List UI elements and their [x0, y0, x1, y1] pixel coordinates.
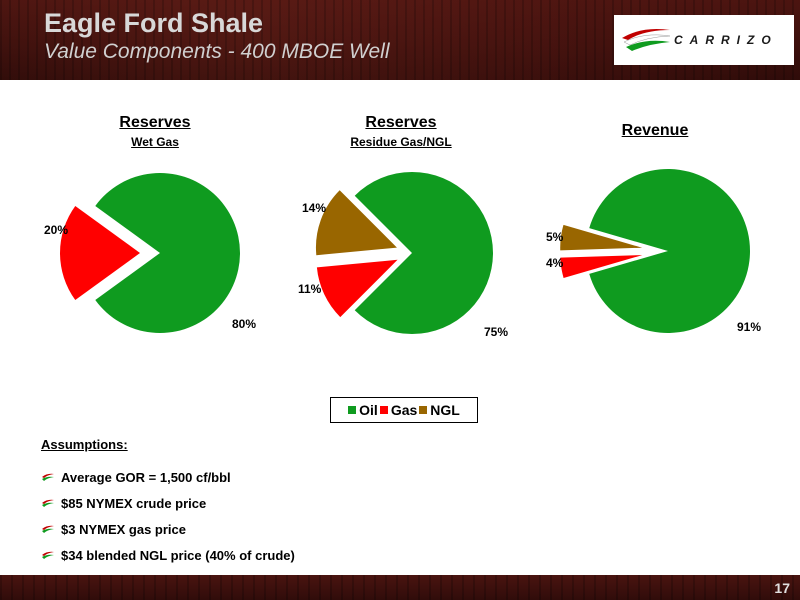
pie3-slice-oil: [589, 168, 750, 333]
slide-title: Eagle Ford Shale: [44, 8, 264, 38]
legend-item-ngl: NGL: [419, 402, 460, 418]
assumption-item: Average GOR = 1,500 cf/bbl: [41, 464, 295, 490]
pie1-label-oil: 80%: [232, 317, 256, 331]
assumption-text: $3 NYMEX gas price: [61, 521, 186, 537]
carrizo-bullet-icon: [42, 499, 54, 507]
pie3-slice-gas: [560, 255, 643, 278]
legend-swatch-ngl: [419, 406, 428, 414]
pie3-label-gas: 4%: [546, 256, 564, 270]
legend-swatch-oil: [348, 406, 357, 414]
logo-text: CARRIZO: [674, 33, 778, 47]
carrizo-logo: CARRIZO: [614, 15, 794, 65]
assumptions-heading: Assumptions:: [41, 437, 128, 452]
chart2-subtitle: Residue Gas/NGL: [350, 135, 452, 149]
assumption-text: $34 blended NGL price (40% of crude): [61, 547, 295, 563]
page-number: 17: [774, 580, 790, 596]
footer-texture: [0, 575, 800, 600]
chart1-title: Reserves: [119, 114, 191, 131]
legend-label-gas: Gas: [390, 402, 418, 418]
assumption-text: $85 NYMEX crude price: [61, 495, 207, 511]
pie2-slice-gas: [316, 259, 398, 318]
pie1-label-gas: 20%: [44, 223, 68, 237]
legend-swatch-gas: [379, 406, 388, 414]
carrizo-bullet-icon: [42, 551, 54, 559]
chart2-title: Reserves: [365, 114, 437, 131]
pie2-slice-oil: [354, 171, 494, 334]
slide-subtitle: Value Components - 400 MBOE Well: [44, 40, 390, 63]
pie2-label-gas: 11%: [298, 282, 322, 296]
logo-swoosh-icon: [622, 29, 671, 51]
legend-item-gas: Gas: [379, 402, 418, 418]
pie1-slice-oil: [95, 172, 240, 334]
carrizo-bullet-icon: [42, 473, 54, 481]
pie3-label-oil: 91%: [737, 320, 761, 334]
legend-label-ngl: NGL: [430, 402, 460, 418]
legend-item-oil: Oil: [348, 402, 378, 418]
assumption-text: Average GOR = 1,500 cf/bbl: [61, 469, 231, 485]
assumptions-list: Assumptions: Average GOR = 1,500 cf/bbl …: [41, 437, 295, 568]
pie1-slice-gas: [59, 205, 140, 301]
pie2-label-ngl: 14%: [302, 201, 326, 215]
assumption-item: $3 NYMEX gas price: [41, 516, 295, 542]
pie2-slice-ngl: [315, 190, 397, 256]
pie3-label-ngl: 5%: [546, 230, 564, 244]
chart3-title: Revenue: [621, 122, 689, 139]
pie2-label-oil: 75%: [484, 325, 508, 339]
pie3-slice-ngl: [560, 224, 643, 251]
assumption-item: $85 NYMEX crude price: [41, 490, 295, 516]
chart1-subtitle: Wet Gas: [131, 135, 179, 149]
header-banner: Eagle Ford Shale Value Components - 400 …: [0, 0, 800, 80]
legend-label-oil: Oil: [359, 402, 378, 418]
footer-banner: 17: [0, 575, 800, 600]
assumption-item: $34 blended NGL price (40% of crude): [41, 542, 295, 568]
carrizo-bullet-icon: [42, 525, 54, 533]
chart-legend: Oil Gas NGL: [330, 397, 478, 423]
